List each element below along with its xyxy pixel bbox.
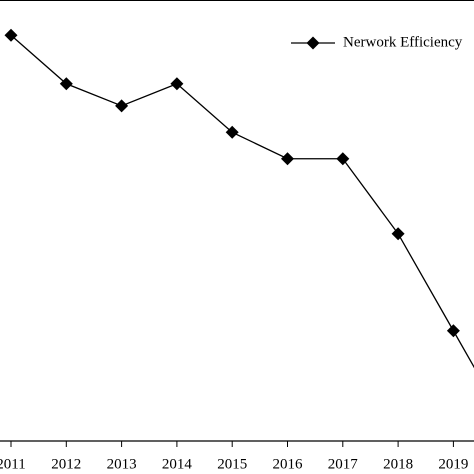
x-tick-label: 2011 [0,456,26,472]
data-point [446,324,460,338]
data-point [225,125,239,139]
data-point [336,152,350,166]
data-point [281,152,294,166]
x-tick-label: 2014 [162,456,193,472]
x-tick-label: 2016 [273,456,304,472]
x-tick-label: 2015 [217,456,247,472]
x-tick-label: 2019 [438,456,468,472]
x-tick-label: 2017 [328,456,359,472]
x-tick-label: 2013 [107,456,137,472]
data-point [391,227,405,241]
data-point [59,77,73,91]
data-point [170,77,184,91]
legend-marker [306,36,320,50]
data-point [4,28,18,42]
data-line [10,34,474,369]
legend-label: Nerwork Efficiency [343,34,463,50]
data-point [115,99,129,113]
x-tick-label: 2018 [383,456,413,472]
x-tick-label: 2012 [51,456,81,472]
